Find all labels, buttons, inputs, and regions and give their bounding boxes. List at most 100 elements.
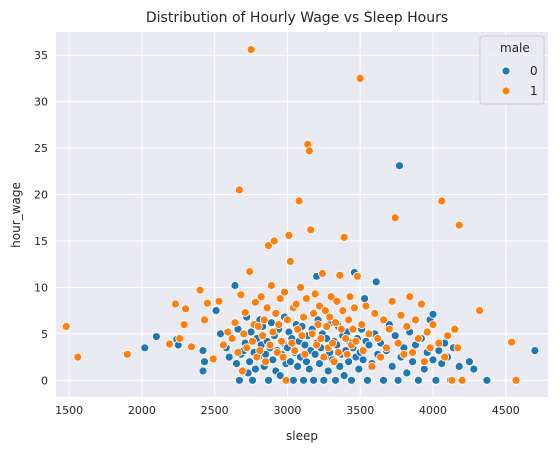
- legend-entries: 01: [501, 64, 538, 98]
- data-point: [186, 342, 196, 352]
- data-point: [341, 334, 351, 343]
- data-point: [282, 315, 292, 325]
- data-point: [264, 375, 273, 385]
- data-point: [294, 196, 304, 206]
- data-point: [352, 271, 362, 281]
- data-point: [240, 308, 250, 317]
- data-point: [272, 347, 282, 357]
- data-point: [425, 343, 435, 353]
- data-point: [317, 269, 327, 278]
- data-point: [299, 312, 308, 322]
- data-point: [379, 375, 388, 385]
- data-point: [329, 357, 339, 367]
- data-point: [454, 361, 464, 371]
- data-point: [364, 329, 374, 339]
- data-point: [469, 364, 479, 374]
- y-tick-label: 20: [34, 189, 48, 202]
- data-point: [312, 340, 322, 350]
- data-point: [331, 375, 340, 385]
- data-point: [437, 196, 447, 206]
- data-point: [300, 340, 310, 350]
- data-point: [419, 357, 429, 367]
- data-point: [457, 375, 467, 385]
- data-point: [261, 357, 271, 367]
- data-point: [202, 298, 212, 308]
- data-point: [443, 331, 453, 341]
- data-point: [310, 289, 320, 299]
- data-point: [413, 334, 423, 343]
- legend-marker: [501, 86, 511, 96]
- series-1: [61, 45, 521, 385]
- data-point: [358, 355, 368, 365]
- data-point: [265, 340, 275, 350]
- data-point: [274, 320, 284, 330]
- data-point: [259, 315, 269, 325]
- y-tick-label: 15: [34, 235, 48, 248]
- data-point: [301, 357, 311, 367]
- data-point: [336, 324, 346, 334]
- data-point: [280, 287, 289, 297]
- data-point: [422, 327, 432, 337]
- data-point: [428, 355, 438, 365]
- data-point: [271, 308, 281, 318]
- data-point: [293, 361, 303, 371]
- data-point: [511, 375, 521, 385]
- data-point: [363, 375, 372, 385]
- data-point: [200, 357, 209, 367]
- data-point: [250, 364, 260, 374]
- x-tick-label: 3500: [346, 404, 374, 417]
- data-point: [319, 375, 329, 385]
- x-tick-label: 2500: [201, 404, 229, 417]
- data-point: [297, 331, 307, 341]
- data-point: [339, 232, 349, 242]
- data-point: [233, 347, 243, 357]
- data-point: [122, 349, 132, 359]
- data-point: [236, 290, 246, 300]
- data-point: [413, 375, 423, 385]
- x-tick-label: 4500: [492, 404, 520, 417]
- x-tick-label: 2000: [128, 404, 156, 417]
- data-point: [313, 320, 323, 330]
- data-point: [328, 338, 338, 348]
- data-point: [200, 315, 209, 325]
- data-point: [390, 213, 400, 223]
- data-point: [255, 346, 265, 356]
- data-point: [253, 321, 263, 331]
- data-point: [151, 332, 161, 342]
- data-point: [408, 357, 418, 367]
- data-point: [411, 315, 420, 325]
- data-point: [195, 285, 205, 295]
- data-point: [281, 375, 291, 385]
- legend-label: 1: [530, 84, 538, 98]
- data-point: [387, 296, 397, 306]
- legend-label: 0: [530, 64, 538, 78]
- data-point: [268, 355, 278, 365]
- data-point: [344, 357, 354, 367]
- data-point: [268, 327, 278, 337]
- data-point: [355, 74, 365, 83]
- data-point: [296, 282, 305, 292]
- data-point: [237, 366, 247, 376]
- data-point: [181, 304, 191, 314]
- data-point: [347, 375, 356, 385]
- data-point: [331, 318, 340, 328]
- data-point: [354, 364, 364, 374]
- data-point: [402, 321, 412, 331]
- data-point: [335, 361, 345, 371]
- data-point: [358, 346, 368, 356]
- data-point: [214, 296, 224, 306]
- data-point: [306, 225, 316, 235]
- data-point: [384, 324, 394, 334]
- data-point: [316, 334, 326, 343]
- y-axis-label: hour_wage: [9, 182, 23, 248]
- data-point: [431, 375, 441, 385]
- data-point: [170, 299, 180, 309]
- data-point: [475, 306, 485, 316]
- data-point: [239, 329, 249, 339]
- data-point: [264, 241, 273, 251]
- data-point: [232, 359, 241, 369]
- data-point: [315, 359, 324, 369]
- data-point: [344, 315, 354, 325]
- data-point: [285, 357, 295, 367]
